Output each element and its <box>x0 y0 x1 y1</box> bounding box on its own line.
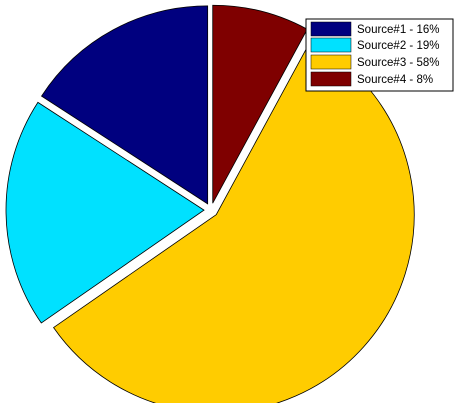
legend-swatch-source-2 <box>310 37 352 53</box>
legend-swatch-source-3 <box>310 54 352 70</box>
legend-entry: Source#1 - 16% <box>310 21 439 37</box>
pie-slice-source-2 <box>5 101 205 324</box>
pie-slice-source-1 <box>40 5 209 205</box>
legend-entry: Source#2 - 19% <box>310 37 439 53</box>
pie-slices <box>5 4 415 403</box>
legend-entry: Source#3 - 58% <box>310 54 439 70</box>
legend: Source#1 - 16% Source#2 - 19% Source#3 -… <box>305 18 454 92</box>
legend-label-source-4: Source#4 - 8% <box>357 74 433 86</box>
legend-label-source-3: Source#3 - 58% <box>357 57 439 69</box>
legend-label-source-2: Source#2 - 19% <box>357 40 439 52</box>
pie-slice-source-3 <box>52 40 415 403</box>
legend-swatch-source-4 <box>310 71 352 87</box>
legend-label-source-1: Source#1 - 16% <box>357 24 439 36</box>
legend-swatch-source-1 <box>310 21 352 37</box>
legend-entry: Source#4 - 8% <box>310 71 433 87</box>
